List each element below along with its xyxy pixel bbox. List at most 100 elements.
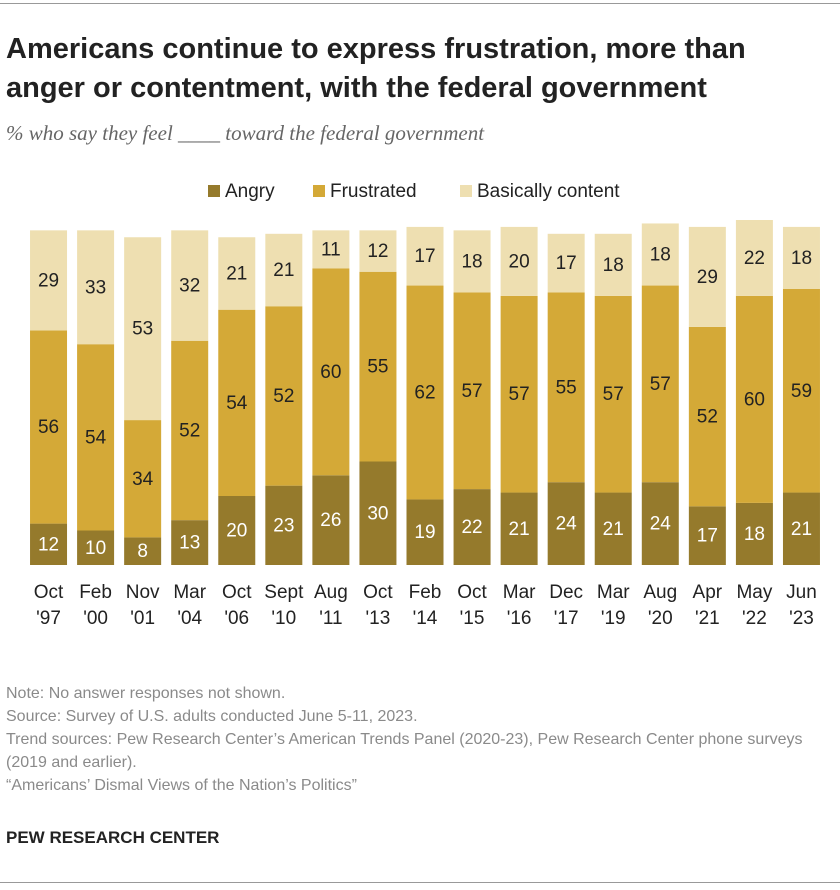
x-tick-label: Oct '15: [457, 582, 487, 629]
bar-segment: [688, 506, 726, 565]
bar-segment: [312, 475, 350, 565]
value-label: 20: [226, 521, 247, 542]
value-label: 33: [85, 277, 106, 298]
value-label: 18: [650, 245, 671, 266]
bar-segment: [30, 230, 68, 331]
bottom-rule: [0, 882, 840, 883]
bar-segment: [218, 237, 256, 310]
value-label: 21: [509, 519, 530, 540]
bar-segment: [594, 492, 632, 565]
value-label: 52: [179, 420, 200, 441]
bar-segment: [218, 309, 256, 496]
value-label: 54: [85, 427, 107, 448]
value-label: 17: [414, 246, 435, 267]
value-label: 13: [179, 533, 200, 554]
bar-segment: [124, 420, 162, 538]
bar-segment: [265, 306, 303, 486]
legend-label: Angry: [225, 181, 275, 202]
bar-segment: [500, 295, 538, 493]
bar-segment: [735, 295, 773, 503]
bar-segment: [453, 292, 491, 490]
value-label: 60: [744, 389, 765, 410]
bar-segment: [312, 230, 350, 269]
value-label: 29: [697, 267, 718, 288]
value-label: 23: [273, 515, 294, 536]
bar-segment: [453, 230, 491, 293]
x-tick-label: Oct '97: [33, 582, 64, 629]
value-label: 57: [509, 384, 530, 405]
x-tick-label: Jun '23: [786, 582, 817, 629]
value-label: 55: [556, 377, 577, 398]
value-label: 18: [603, 255, 624, 276]
bar-segment: [359, 461, 397, 565]
bar-segment: [688, 226, 726, 327]
top-rule: [0, 3, 840, 4]
x-tick-label: Aug '11: [313, 582, 348, 629]
legend-label: Basically content: [477, 181, 620, 202]
value-label: 17: [697, 526, 718, 547]
chart-title: Americans continue to express frustratio…: [6, 33, 746, 104]
value-label: 52: [273, 386, 294, 407]
x-tick-label: Oct '06: [221, 582, 252, 629]
x-tick-label: Aug '20: [643, 582, 678, 629]
note-line: Note: No answer responses not shown.: [6, 685, 286, 702]
bar-segment: [124, 537, 162, 565]
bar-segment: [124, 237, 162, 421]
bar-segment: [171, 230, 209, 341]
bar-segment: [406, 226, 444, 286]
value-label: 10: [85, 538, 106, 559]
bar-segment: [641, 223, 679, 286]
value-label: 32: [179, 276, 200, 297]
bar-segment: [641, 482, 679, 565]
bar-segment: [735, 502, 773, 565]
bar-segment: [594, 233, 632, 296]
value-label: 22: [461, 517, 482, 538]
bar-segment: [782, 289, 820, 493]
value-label: 19: [414, 522, 435, 543]
bar-segment: [453, 489, 491, 565]
bar-segment: [30, 523, 68, 565]
value-label: 18: [744, 524, 765, 545]
bar-segment: [688, 326, 726, 507]
value-label: 57: [461, 381, 482, 402]
value-label: 30: [367, 503, 388, 524]
chart: Angry Frustrated Basically content 12 56 29 10…: [30, 181, 820, 565]
bar-segment: [406, 499, 444, 565]
value-label: 55: [367, 357, 388, 378]
value-label: 18: [461, 251, 482, 272]
bar-segment: [500, 492, 538, 565]
bar-segment: [265, 233, 303, 307]
bar-segment: [77, 344, 115, 531]
bar-segment: [782, 492, 820, 565]
bar-segment: [218, 496, 256, 565]
bar-segment: [312, 268, 350, 476]
notes: Note: No answer responses not shown. Sour…: [6, 682, 806, 797]
note-line: Trend sources: Pew Research Center’s Ame…: [6, 731, 803, 771]
bar-segment: [406, 285, 444, 500]
legend-label: Frustrated: [330, 181, 417, 202]
value-label: 29: [38, 270, 59, 291]
bar-segment: [641, 285, 679, 483]
value-label: 52: [697, 407, 718, 428]
value-label: 20: [509, 251, 530, 272]
bar-segment: [547, 482, 585, 565]
value-label: 60: [320, 362, 341, 383]
value-label: 21: [791, 519, 812, 540]
bar-segment: [547, 292, 585, 483]
x-tick-label: Feb '14: [408, 582, 442, 629]
bar-segment: [359, 230, 397, 272]
x-tick-label: Sept '10: [264, 582, 304, 629]
x-tick-label: Mar '19: [596, 582, 630, 629]
note-line: “Americans’ Dismal Views of the Nation’s…: [6, 777, 357, 794]
value-label: 21: [603, 519, 624, 540]
bar-segment: [594, 295, 632, 493]
value-label: 8: [137, 541, 148, 562]
value-label: 56: [38, 417, 59, 438]
value-label: 59: [791, 381, 812, 402]
x-tick-label: Nov '01: [125, 582, 160, 629]
bar-segment: [265, 485, 303, 565]
value-label: 21: [226, 263, 247, 284]
value-label: 12: [38, 534, 59, 555]
value-label: 34: [132, 469, 154, 490]
